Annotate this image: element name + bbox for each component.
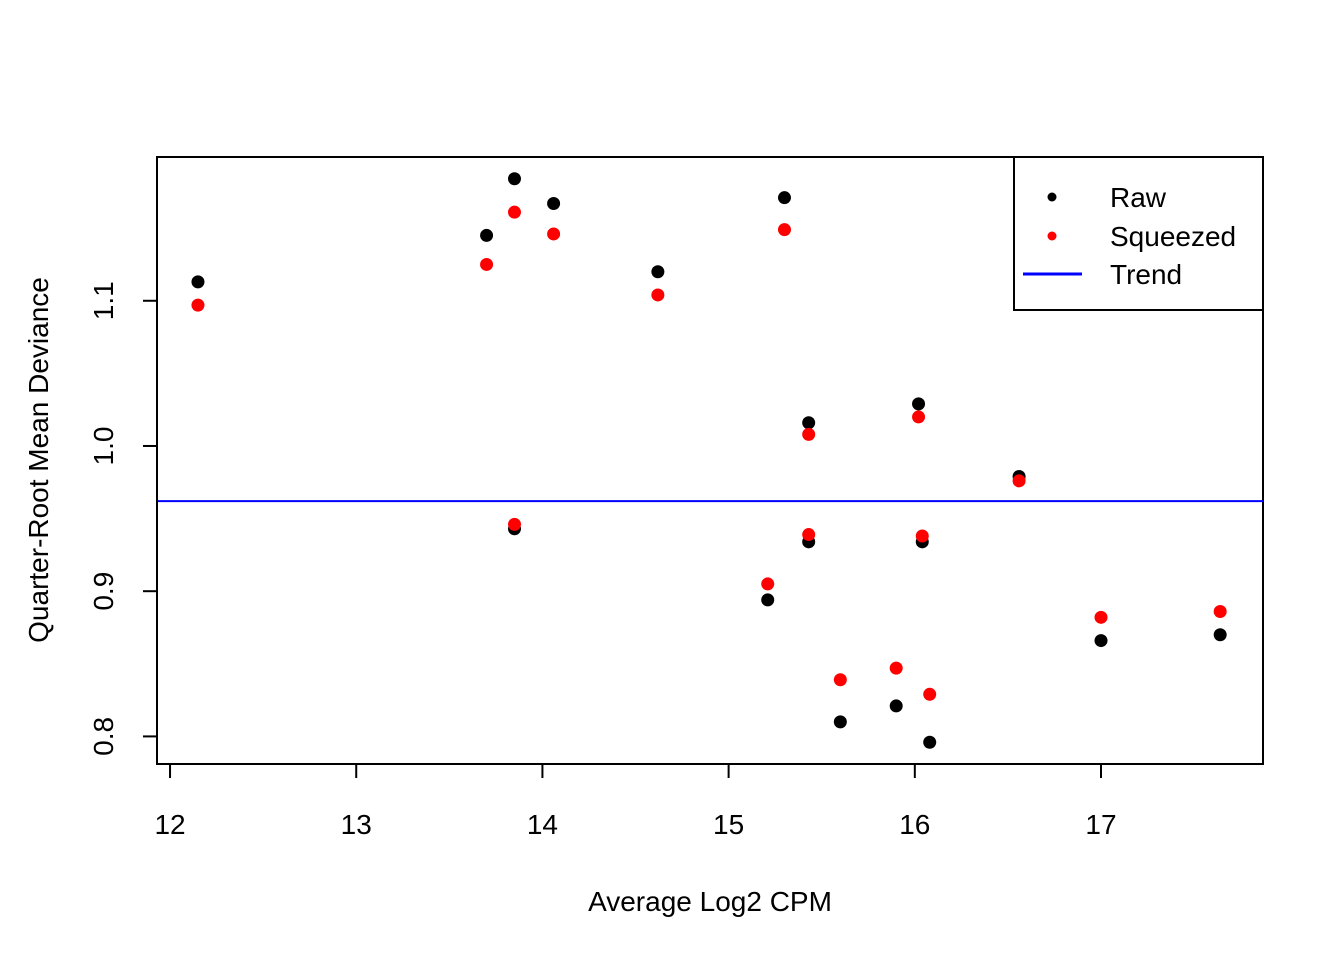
x-tick-label-17: 17 (1085, 809, 1116, 840)
raw-point-1 (480, 228, 494, 242)
raw-point-16 (1094, 634, 1108, 648)
x-tick-label-14: 14 (527, 809, 558, 840)
raw-point-5 (651, 265, 665, 279)
x-tick-label-12: 12 (154, 809, 185, 840)
legend-squeezed-label: Squeezed (1110, 221, 1236, 252)
raw-point-7 (777, 191, 791, 205)
squeezed-point-9 (802, 528, 816, 542)
squeezed-point-6 (761, 577, 775, 591)
raw-point-11 (889, 699, 903, 713)
y-tick-label-3: 1.1 (88, 281, 119, 320)
squeezed-point-2 (507, 205, 521, 219)
squeezed-point-4 (547, 227, 561, 241)
squeezed-point-13 (915, 529, 929, 543)
x-axis: 12 13 14 15 16 17 (154, 763, 1117, 840)
y-tick-label-2: 1.0 (88, 427, 119, 466)
squeezed-point-15 (1012, 474, 1026, 488)
squeezed-point-14 (923, 687, 937, 701)
legend-raw-marker (1047, 192, 1057, 202)
x-axis-title: Average Log2 CPM (588, 886, 832, 917)
squeezed-point-11 (889, 661, 903, 675)
squeezed-point-1 (480, 257, 494, 271)
x-tick-label-15: 15 (713, 809, 744, 840)
squeezed-point-5 (651, 288, 665, 302)
raw-point-4 (547, 196, 561, 210)
raw-point-6 (761, 593, 775, 607)
raw-point-0 (191, 275, 205, 289)
y-axis: 0.8 0.9 1.0 1.1 (88, 281, 158, 756)
legend-trend-label: Trend (1110, 259, 1182, 290)
x-tick-label-13: 13 (341, 809, 372, 840)
x-tick-label-16: 16 (899, 809, 930, 840)
raw-point-17 (1213, 628, 1227, 642)
y-tick-label-1: 0.9 (88, 572, 119, 611)
legend: Raw Squeezed Trend (1013, 156, 1264, 311)
squeezed-point-8 (802, 427, 816, 441)
points-layer (191, 172, 1227, 749)
legend-raw-label: Raw (1110, 182, 1167, 213)
raw-point-8 (802, 416, 816, 430)
squeezed-point-17 (1213, 605, 1227, 619)
raw-point-12 (912, 397, 926, 411)
raw-point-10 (833, 715, 847, 729)
y-axis-title: Quarter-Root Mean Deviance (23, 277, 54, 643)
squeezed-point-10 (833, 673, 847, 687)
squeezed-point-0 (191, 298, 205, 312)
legend-squeezed-marker (1047, 231, 1057, 241)
squeezed-point-12 (912, 410, 926, 424)
squeezed-point-16 (1094, 610, 1108, 624)
y-tick-label-0: 0.8 (88, 717, 119, 756)
raw-point-2 (507, 172, 521, 186)
raw-point-14 (923, 735, 937, 749)
squeezed-point-7 (777, 223, 791, 237)
squeezed-point-3 (507, 517, 521, 531)
